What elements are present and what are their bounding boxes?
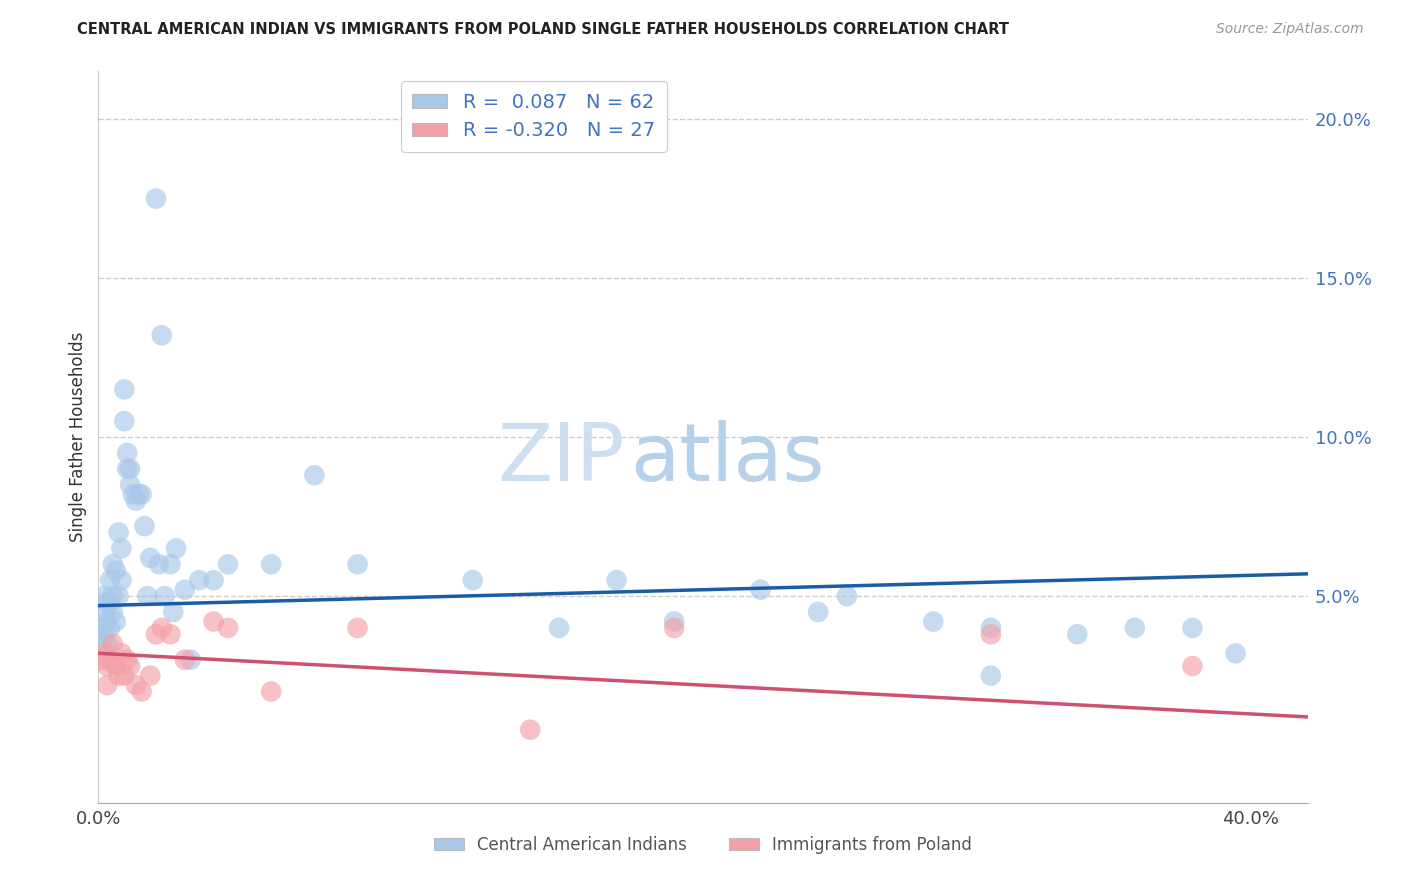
Point [664,615,686,629]
Point [107,525,129,540]
Point [548,621,571,635]
Point [96,595,118,609]
Point [519,723,541,737]
Point [90,653,112,667]
Point [165,541,187,556]
Point [835,589,858,603]
Point [1066,627,1088,641]
Point [1181,659,1204,673]
Point [173,582,195,597]
Point [93,605,115,619]
Point [162,605,184,619]
Point [136,589,159,603]
Point [96,678,118,692]
Point [98,595,121,609]
Point [148,558,170,572]
Point [115,462,138,476]
Point [96,615,118,629]
Point [173,653,195,667]
Point [139,550,162,565]
Point [202,573,225,587]
Point [1181,621,1204,635]
Point [112,414,135,428]
Point [202,615,225,629]
Point [112,383,135,397]
Point [122,487,145,501]
Point [96,659,118,673]
Point [980,627,1002,641]
Point [93,646,115,660]
Point [145,627,167,641]
Point [260,684,283,698]
Point [145,192,167,206]
Point [115,653,138,667]
Point [93,589,115,603]
Text: Source: ZipAtlas.com: Source: ZipAtlas.com [1216,22,1364,37]
Point [260,558,283,572]
Point [1123,621,1146,635]
Point [101,558,124,572]
Point [131,487,153,501]
Point [188,573,211,587]
Point [112,668,135,682]
Point [115,446,138,460]
Point [980,621,1002,635]
Point [120,477,142,491]
Point [461,573,484,587]
Point [104,615,127,629]
Point [125,493,148,508]
Point [110,646,132,660]
Point [749,582,772,597]
Point [125,678,148,692]
Point [107,668,129,682]
Point [110,573,132,587]
Point [101,589,124,603]
Point [304,468,326,483]
Point [664,621,686,635]
Point [90,621,112,635]
Point [150,621,173,635]
Point [217,621,239,635]
Point [93,627,115,641]
Point [180,653,202,667]
Point [346,558,368,572]
Point [98,621,121,635]
Point [120,462,142,476]
Point [90,637,112,651]
Text: CENTRAL AMERICAN INDIAN VS IMMIGRANTS FROM POLAND SINGLE FATHER HOUSEHOLDS CORRE: CENTRAL AMERICAN INDIAN VS IMMIGRANTS FR… [77,22,1010,37]
Point [807,605,830,619]
Point [134,519,156,533]
Point [606,573,628,587]
Point [1225,646,1247,660]
Point [150,328,173,343]
Point [120,659,142,673]
Point [98,573,121,587]
Point [110,541,132,556]
Y-axis label: Single Father Households: Single Father Households [69,332,87,542]
Point [98,653,121,667]
Point [980,668,1002,682]
Point [346,621,368,635]
Point [153,589,176,603]
Point [131,684,153,698]
Point [107,589,129,603]
Point [104,659,127,673]
Point [104,564,127,578]
Point [101,605,124,619]
Point [139,668,162,682]
Point [217,558,239,572]
Point [101,637,124,651]
Point [159,558,181,572]
Text: ZIP: ZIP [498,420,624,498]
Point [159,627,181,641]
Point [128,487,150,501]
Text: atlas: atlas [630,420,825,498]
Point [96,637,118,651]
Point [922,615,945,629]
Legend: Central American Indians, Immigrants from Poland: Central American Indians, Immigrants fro… [427,829,979,860]
